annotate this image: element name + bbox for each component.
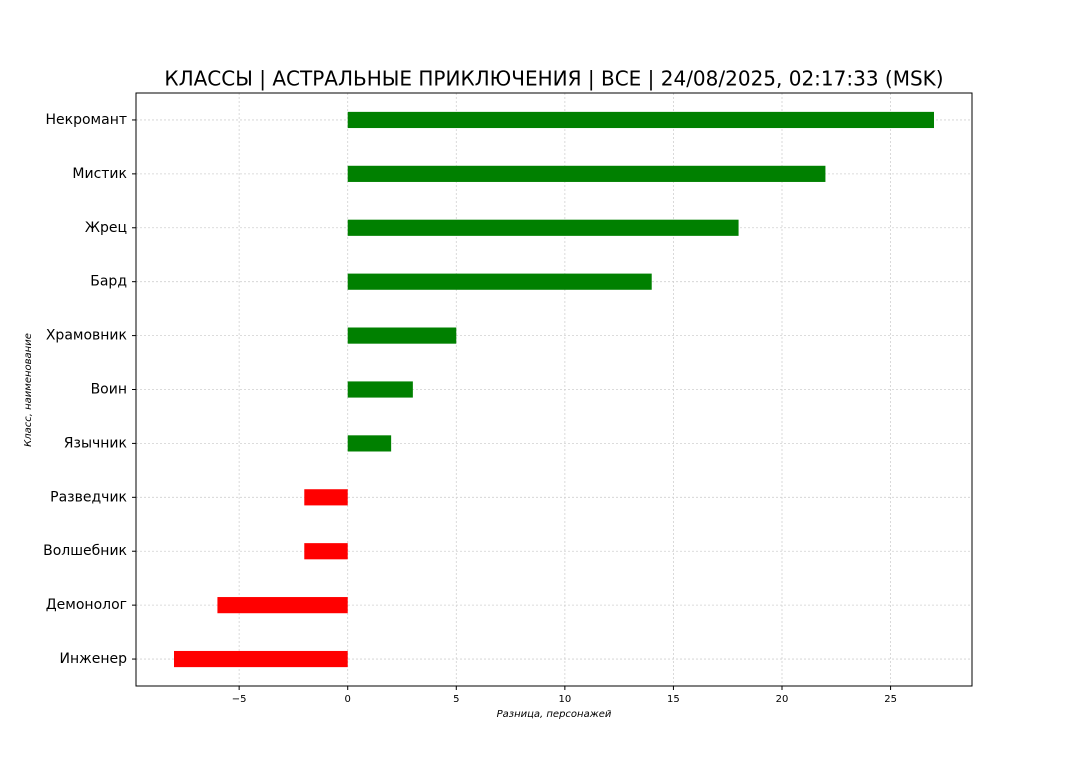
y-tick-label: Инженер (59, 651, 127, 667)
x-tick-label: 10 (558, 694, 571, 705)
bar (174, 650, 348, 668)
x-tick-label: 15 (667, 694, 680, 705)
x-tick-label: 20 (776, 694, 789, 705)
y-tick-label: Воин (91, 382, 127, 398)
bar (304, 489, 348, 506)
y-tick-label: Разведчик (50, 489, 127, 505)
y-tick-label: Некромант (46, 112, 128, 128)
bar (304, 543, 348, 560)
x-tick-label: −5 (232, 694, 247, 705)
bar (347, 111, 934, 129)
x-tick-label: 25 (884, 694, 897, 705)
y-tick-label: Язычник (64, 435, 127, 451)
y-axis-label: Класс, наименование (23, 333, 34, 447)
plot-frame (135, 92, 973, 687)
y-tick-label: Бард (90, 274, 127, 290)
bar (347, 381, 413, 398)
bar (347, 327, 457, 344)
x-axis-label: Разница, персонажей (497, 709, 612, 720)
y-tick-label: Жрец (85, 220, 127, 236)
bar (347, 435, 392, 452)
bar (217, 597, 348, 614)
x-tick-label: 0 (345, 694, 351, 705)
y-tick-label: Демонолог (46, 597, 127, 613)
chart-title: КЛАССЫ | АСТРАЛЬНЫЕ ПРИКЛЮЧЕНИЯ | ВСЕ | … (164, 67, 943, 91)
bar (347, 273, 652, 290)
bar (347, 219, 739, 236)
y-tick-label: Храмовник (46, 328, 127, 344)
x-tick-label: 5 (453, 694, 459, 705)
y-tick-label: Мистик (72, 166, 127, 182)
bar (347, 165, 826, 182)
y-tick-label: Волшебник (43, 543, 127, 559)
